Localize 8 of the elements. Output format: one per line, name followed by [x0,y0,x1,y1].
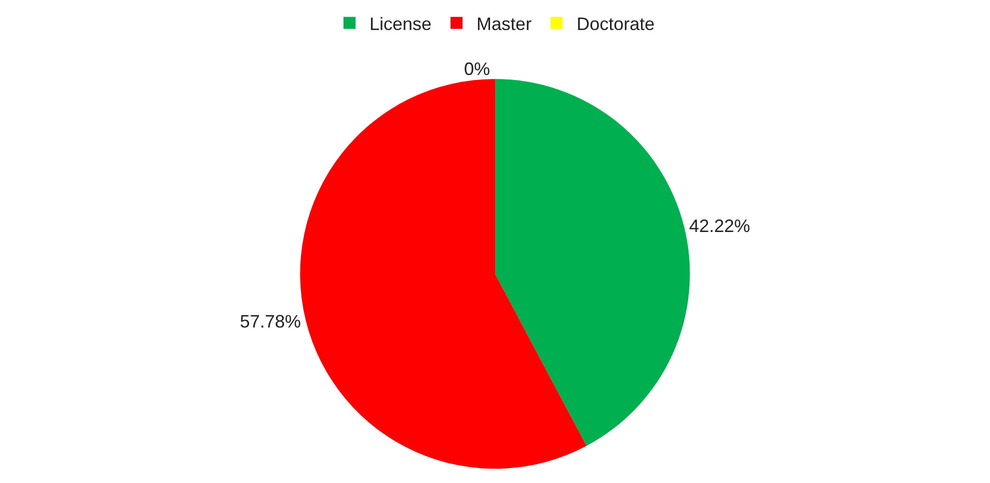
data-label: 42.22% [689,216,750,236]
legend-label: Doctorate [576,14,655,34]
data-label: 57.78% [240,312,301,332]
legend-label: Master [476,14,532,34]
pie-slice [300,78,587,469]
pie-slice [495,78,690,446]
legend-label: License [370,14,432,34]
text: 0% [464,58,490,79]
